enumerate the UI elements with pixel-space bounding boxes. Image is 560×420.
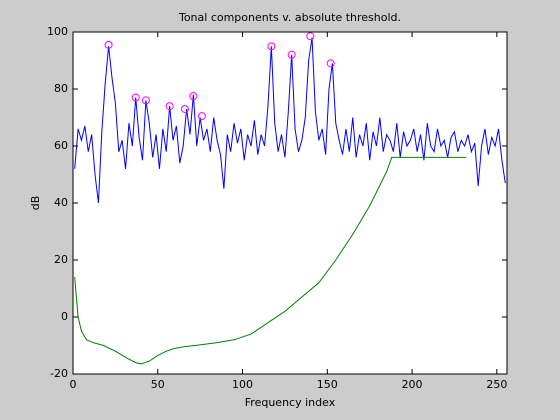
y-tick-label: 20: [54, 253, 68, 266]
y-tick-label: -20: [50, 367, 68, 380]
y-tick-label: 80: [54, 82, 68, 95]
y-tick-label: 100: [47, 25, 68, 38]
tonal-marker: [306, 32, 315, 41]
x-tick-label: 150: [317, 378, 338, 391]
tonal-marker: [141, 96, 150, 105]
series-line: [74, 156, 467, 365]
x-axis-label: Frequency index: [245, 396, 336, 409]
x-tick-label: 0: [70, 378, 77, 391]
x-tick-label: 250: [486, 378, 507, 391]
tonal-marker: [287, 50, 296, 59]
plot: [74, 32, 506, 365]
tonal-marker: [131, 93, 140, 102]
y-tick-label: 0: [61, 310, 68, 323]
tonal-marker: [197, 112, 206, 121]
x-tick-label: 200: [402, 378, 423, 391]
y-tick-label: 60: [54, 139, 68, 152]
tonal-marker: [180, 104, 189, 113]
x-tick-label: 50: [151, 378, 165, 391]
tonal-marker: [189, 92, 198, 101]
tonal-marker: [267, 42, 276, 51]
y-tick-label: 40: [54, 196, 68, 209]
chart-title: Tonal components v. absolute threshold.: [178, 11, 401, 24]
tonal-marker: [165, 102, 174, 111]
tonal-marker: [326, 59, 335, 68]
y-axis-label: dB: [29, 196, 42, 211]
tonal-marker: [104, 40, 113, 49]
x-tick-label: 100: [232, 378, 253, 391]
